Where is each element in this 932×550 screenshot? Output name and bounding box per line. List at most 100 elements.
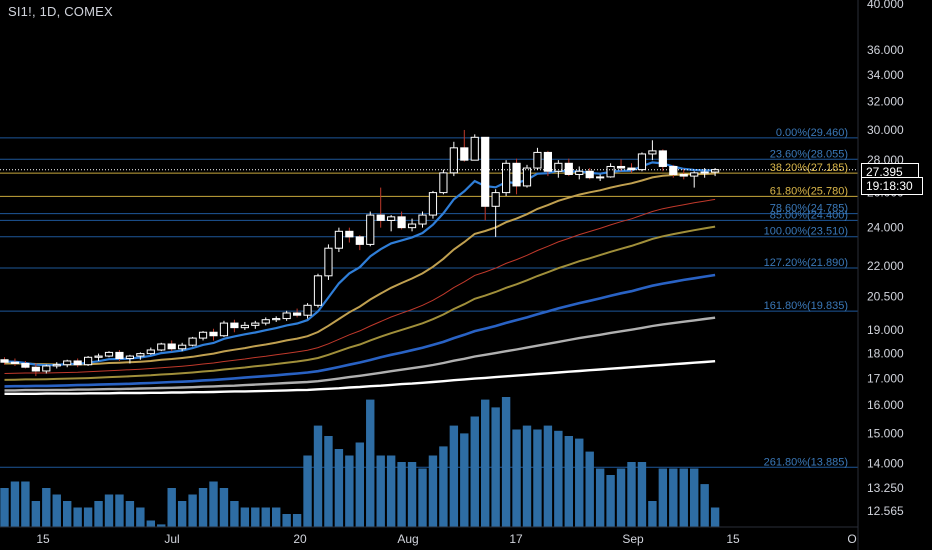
price-tick-label: 20.500: [867, 290, 904, 304]
countdown-badge: 19:18:30: [861, 177, 923, 195]
price-tick-label: 14.000: [867, 457, 904, 471]
volume-bar: [345, 455, 354, 527]
time-axis[interactable]: 15 Jul 20 Aug 17 Sep 15 O: [36, 532, 856, 546]
candle-body: [376, 214, 385, 221]
volume-bar: [21, 481, 30, 527]
candle-body: [198, 331, 208, 339]
candle-body: [104, 351, 114, 357]
volume-bar: [157, 524, 166, 527]
volume-bar: [136, 507, 145, 527]
volume-bar: [177, 501, 187, 527]
exchange: COMEX: [64, 4, 113, 19]
volume-bar: [73, 507, 82, 527]
volume-bar: [616, 468, 626, 527]
candle-body: [366, 214, 375, 245]
volume-bar: [491, 407, 500, 527]
time-tick-label: Aug: [397, 532, 418, 546]
volume-bar: [585, 451, 594, 527]
ma-white-line: [4, 360, 716, 395]
volume-bar: [533, 429, 542, 527]
volume-bar: [198, 488, 208, 527]
price-tick-label: 30.000: [867, 123, 904, 137]
volume-bar: [700, 484, 709, 527]
volume-bar: [595, 468, 605, 527]
candle-body: [460, 147, 469, 161]
candle-body: [596, 176, 605, 179]
volume-bar: [115, 494, 124, 527]
price-tick-label: 34.000: [867, 68, 904, 82]
volume-bar: [0, 488, 9, 527]
volume-bar: [658, 468, 668, 527]
candle-body: [219, 322, 229, 337]
volume-bar: [334, 449, 344, 527]
price-tick-label: 16.000: [867, 398, 904, 412]
volume-bar: [501, 397, 511, 527]
candle-body: [282, 312, 291, 320]
volume-bar: [31, 501, 41, 527]
price-axis[interactable]: 40.00036.00034.00032.00030.00028.00026.0…: [867, 0, 904, 518]
fib-label: 0.00%(29.460): [776, 127, 848, 139]
volume-bar: [355, 442, 364, 527]
candle-body: [522, 167, 532, 187]
volume-bar: [104, 494, 114, 527]
fib-label: 38.20%(27.185): [770, 162, 848, 174]
volume-bar: [407, 462, 417, 527]
ma-fast-line: [4, 161, 716, 367]
volume-bar: [10, 481, 20, 527]
volume-bar: [606, 475, 615, 527]
candle-body: [10, 361, 20, 364]
candle-body: [272, 318, 281, 321]
price-tick-label: 17.000: [867, 372, 904, 386]
fib-label: 61.80%(25.780): [770, 185, 848, 197]
candle-body: [42, 365, 51, 372]
candle-body: [52, 364, 61, 367]
candle-body: [627, 167, 636, 171]
volume-bar: [710, 507, 720, 527]
candle-body: [136, 353, 145, 357]
candle-body: [669, 165, 678, 175]
candle-body: [470, 136, 479, 161]
candle-body: [700, 171, 709, 174]
candle-body: [491, 192, 500, 207]
candle-body: [261, 319, 270, 324]
candle-body: [345, 230, 354, 238]
volume-bar: [512, 429, 521, 527]
volume-bar: [52, 494, 61, 527]
candle-body: [711, 169, 720, 173]
volume-bar: [261, 507, 270, 527]
candle-body: [251, 322, 260, 326]
time-tick-label: Sep: [622, 532, 644, 546]
candle-body: [31, 366, 40, 372]
volume-bar: [669, 468, 678, 527]
ma-slow-line: [4, 172, 716, 366]
candle-body: [502, 162, 511, 194]
price-tick-label: 13.250: [867, 481, 904, 495]
candle-body: [690, 172, 699, 177]
time-tick-label: Jul: [164, 532, 179, 546]
candle-body: [564, 162, 573, 175]
volume-bar: [554, 430, 563, 527]
volume-bar: [428, 455, 438, 527]
volume-bar: [564, 436, 573, 527]
volume-bar: [94, 501, 103, 527]
volume-bar: [209, 481, 218, 527]
candle-body: [94, 355, 103, 358]
volume-bar: [376, 455, 385, 527]
candle-body: [449, 147, 458, 174]
price-tick-label: 32.000: [867, 95, 904, 109]
candle-body: [512, 162, 521, 187]
volume-bar: [146, 520, 155, 527]
candle-body: [606, 165, 615, 178]
volume-bar: [470, 416, 479, 527]
candle-body: [303, 304, 312, 316]
volume-bar: [303, 455, 312, 527]
price-tick-label: 24.000: [867, 221, 904, 235]
ma-gray-line: [4, 316, 716, 392]
volume-bar: [83, 507, 93, 527]
time-tick-label: 20: [293, 532, 307, 546]
moving-averages: [4, 161, 716, 395]
volume-bar: [460, 433, 469, 527]
time-tick-label: 15: [36, 532, 50, 546]
fib-label: 100.00%(23.510): [764, 226, 848, 238]
